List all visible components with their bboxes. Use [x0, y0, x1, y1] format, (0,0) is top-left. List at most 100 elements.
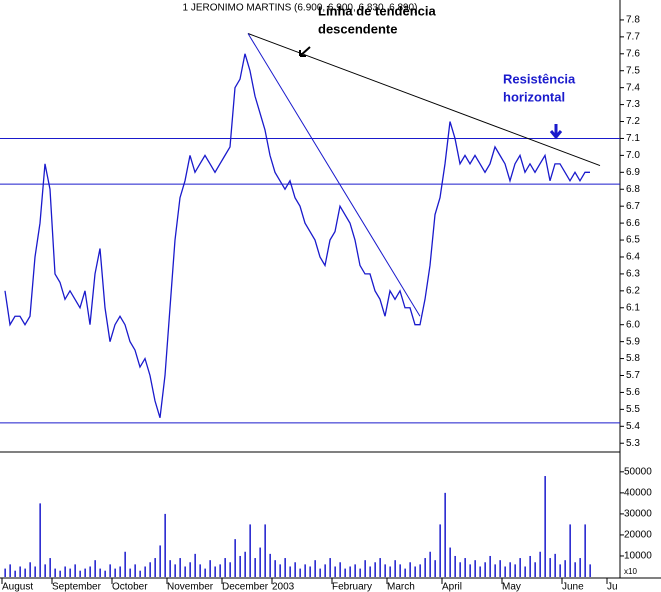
volume-bar: [174, 564, 176, 577]
volume-bar: [89, 566, 91, 577]
volume-bar: [134, 564, 136, 577]
volume-bar: [39, 503, 41, 577]
volume-bar: [324, 564, 326, 577]
volume-bar: [459, 562, 461, 577]
volume-bar: [104, 570, 106, 577]
volume-bar: [44, 564, 46, 577]
volume-bar: [4, 568, 6, 577]
volume-bar: [574, 562, 576, 577]
volume-bar: [299, 568, 301, 577]
volume-bar: [474, 560, 476, 577]
y-tick-label: 7.7: [626, 32, 640, 43]
x-tick-label: May: [502, 582, 521, 592]
volume-bar: [339, 562, 341, 577]
volume-bar: [584, 524, 586, 577]
volume-bar: [444, 492, 446, 577]
x-tick-label: Ju: [607, 582, 618, 592]
y-tick-label: 5.5: [626, 404, 640, 415]
volume-bar: [559, 564, 561, 577]
price-line: [4, 53, 590, 419]
volume-bar: [239, 555, 241, 577]
y-tick-label: 6.2: [626, 285, 640, 296]
y-tick-label: 7.0: [626, 150, 640, 161]
volume-bar: [544, 476, 546, 577]
volume-bar: [224, 558, 226, 577]
x-tick-label: February: [332, 582, 372, 592]
volume-bar: [14, 570, 16, 577]
volume-bar: [79, 570, 81, 577]
volume-bar: [204, 568, 206, 577]
volume-bar: [9, 564, 11, 577]
volume-bar: [184, 566, 186, 577]
x-tick-label: 2003: [272, 582, 295, 592]
volume-bar: [439, 524, 441, 577]
y-tick-label: 7.1: [626, 133, 640, 144]
volume-bar: [244, 551, 246, 577]
volume-bar: [419, 564, 421, 577]
volume-bar: [554, 553, 556, 577]
y-tick-label: 5.7: [626, 370, 640, 381]
volume-tick-label: 10000: [624, 551, 652, 562]
x-tick-label: October: [112, 582, 148, 592]
volume-bar: [359, 568, 361, 577]
y-tick-label: 6.8: [626, 184, 640, 195]
volume-bar: [64, 566, 66, 577]
y-tick-label: 7.8: [626, 15, 640, 26]
volume-bar: [269, 553, 271, 577]
y-tick-label: 7.4: [626, 82, 640, 93]
volume-bar: [194, 553, 196, 577]
volume-bar: [294, 562, 296, 577]
y-tick-label: 5.4: [626, 421, 640, 432]
x-tick-label: April: [442, 582, 462, 592]
annotation: Resistência: [503, 71, 576, 86]
x-tick-label: November: [167, 582, 214, 592]
volume-bar: [369, 566, 371, 577]
y-tick-label: 7.3: [626, 99, 640, 110]
volume-bar: [189, 562, 191, 577]
y-tick-label: 7.2: [626, 116, 640, 127]
volume-unit: x10: [624, 567, 637, 576]
y-tick-label: 5.6: [626, 387, 640, 398]
volume-bar: [169, 560, 171, 577]
volume-bar: [279, 564, 281, 577]
y-tick-label: 5.9: [626, 336, 640, 347]
volume-bar: [549, 558, 551, 577]
volume-bar: [564, 560, 566, 577]
volume-bar: [159, 545, 161, 577]
volume-bar: [209, 560, 211, 577]
volume-bar: [434, 560, 436, 577]
y-tick-label: 5.8: [626, 353, 640, 364]
volume-bar: [589, 564, 591, 577]
volume-bar: [259, 547, 261, 577]
volume-bar: [24, 568, 26, 577]
volume-bar: [384, 564, 386, 577]
y-tick-label: 6.7: [626, 201, 640, 212]
volume-bar: [124, 551, 126, 577]
volume-bar: [149, 562, 151, 577]
volume-bar: [499, 560, 501, 577]
volume-bar: [344, 568, 346, 577]
volume-bar: [454, 555, 456, 577]
volume-bar: [539, 551, 541, 577]
volume-bar: [349, 566, 351, 577]
volume-bar: [379, 558, 381, 577]
volume-tick-label: 50000: [624, 466, 652, 477]
x-tick-label: December: [222, 582, 269, 592]
y-tick-label: 5.3: [626, 438, 640, 449]
volume-bar: [99, 568, 101, 577]
volume-bar: [389, 566, 391, 577]
volume-tick-label: 40000: [624, 488, 652, 499]
volume-bar: [334, 566, 336, 577]
volume-bar: [249, 524, 251, 577]
volume-bar: [29, 562, 31, 577]
volume-bar: [504, 566, 506, 577]
volume-bar: [164, 513, 166, 577]
x-tick-label: August: [2, 582, 33, 592]
volume-bar: [274, 560, 276, 577]
volume-bar: [94, 560, 96, 577]
x-tick-label: March: [387, 582, 415, 592]
volume-bar: [214, 566, 216, 577]
volume-bar: [19, 566, 21, 577]
volume-bar: [409, 562, 411, 577]
